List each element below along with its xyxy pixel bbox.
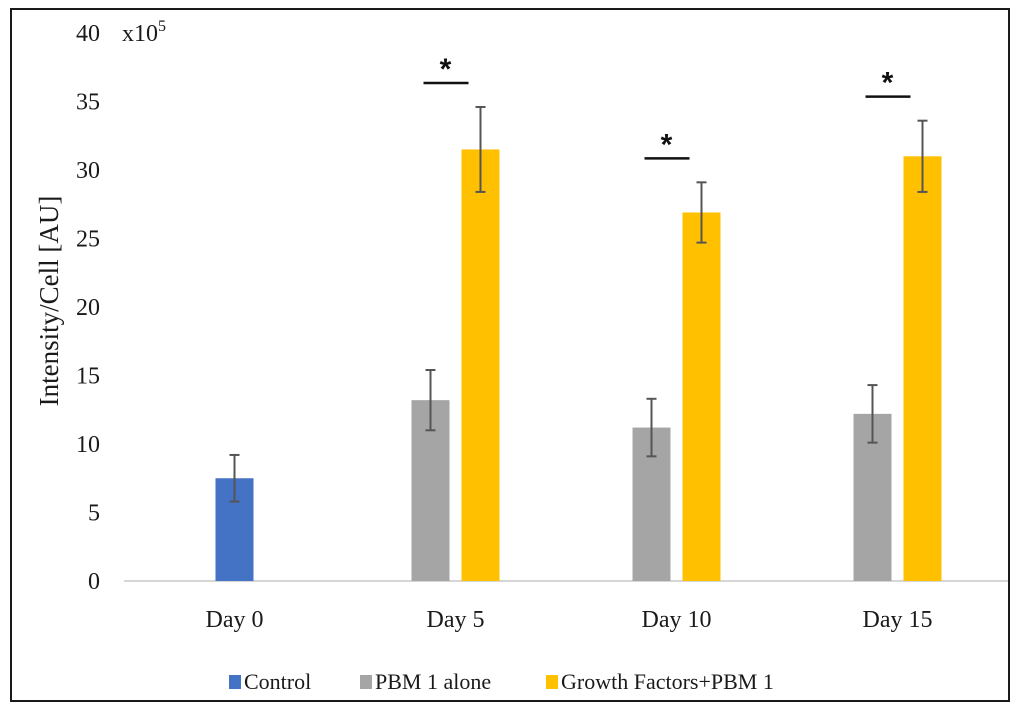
y-axis-label: Intensity/Cell [AU]: [34, 196, 64, 407]
bar: [903, 156, 942, 582]
y-tick-label: 25: [76, 227, 100, 253]
chart-frame: [10, 8, 1010, 702]
x-tick-label: Day 10: [642, 607, 712, 633]
bars-group: * * *: [215, 53, 942, 582]
legend-label: Control: [244, 669, 311, 694]
y-tick-label: 10: [76, 432, 100, 458]
significance-marker: *: [882, 67, 894, 100]
significance-marker: *: [440, 53, 452, 86]
x-tick-labels: Day 0 Day 5 Day 10 Day 15: [206, 607, 933, 633]
y-tick-label: 40: [76, 21, 100, 47]
x-tick-label: Day 15: [863, 607, 933, 633]
legend-swatch: [546, 675, 558, 689]
y-tick-label: 20: [76, 295, 100, 321]
y-tick-label: 0: [88, 569, 100, 595]
bar: [461, 149, 500, 581]
y-axis-multiplier-base: x10: [122, 21, 158, 47]
x-tick-label: Day 5: [427, 607, 485, 633]
significance-marker: *: [661, 128, 673, 161]
y-tick-label: 30: [76, 158, 100, 184]
x-tick-label: Day 0: [206, 607, 264, 633]
y-tick-label: 35: [76, 90, 100, 116]
y-axis-multiplier-exponent: 5: [158, 18, 166, 35]
y-tick-labels: 0 5 10 15 20 25 30 35 40: [76, 21, 100, 595]
legend: Control PBM 1 alone Growth Factors+PBM 1: [229, 669, 774, 694]
legend-label: PBM 1 alone: [375, 669, 491, 694]
y-axis-multiplier: x105: [122, 18, 166, 47]
legend-label: Growth Factors+PBM 1: [561, 669, 774, 694]
bar: [682, 212, 721, 581]
legend-swatch: [360, 675, 372, 689]
y-tick-label: 5: [88, 501, 100, 527]
y-tick-label: 15: [76, 364, 100, 390]
legend-swatch: [229, 675, 241, 689]
